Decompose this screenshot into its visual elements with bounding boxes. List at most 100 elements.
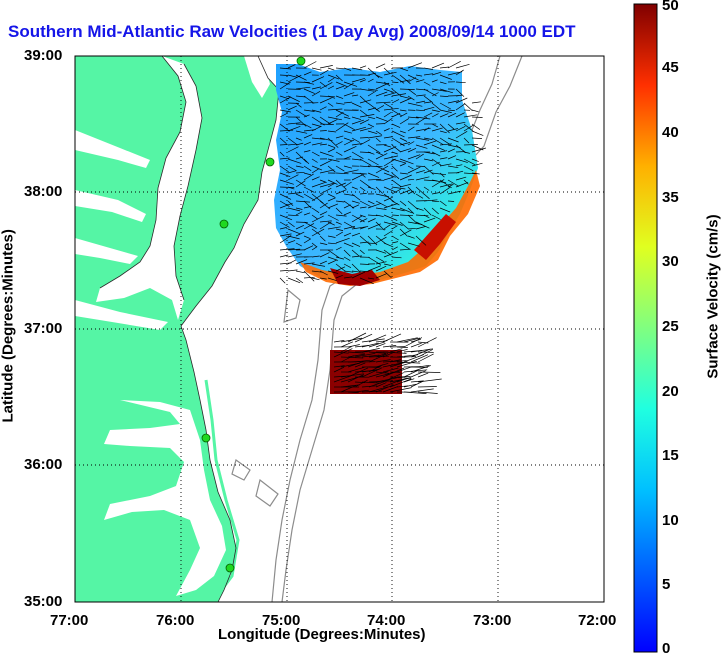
current-vector [327, 226, 341, 230]
current-vector [354, 359, 371, 363]
current-vector [367, 165, 383, 168]
current-vector [463, 124, 474, 132]
current-vector [333, 375, 353, 383]
current-vector [383, 144, 392, 148]
current-vector [447, 148, 456, 153]
current-vector [407, 154, 421, 160]
current-vector [327, 137, 339, 148]
current-vector [391, 93, 407, 97]
current-vector [455, 176, 467, 181]
y-tick: 38:00 [24, 183, 63, 200]
current-vector [351, 186, 358, 190]
current-vector [367, 78, 374, 83]
current-vector [415, 207, 424, 211]
current-vector [415, 193, 424, 199]
current-vector [415, 127, 431, 132]
current-vector [351, 242, 361, 247]
current-vector [343, 204, 351, 209]
current-vector [423, 186, 430, 191]
current-vector [295, 277, 304, 284]
current-vector [319, 65, 333, 69]
current-vector [311, 255, 320, 258]
current-vector [447, 123, 455, 130]
current-vector [389, 361, 408, 368]
current-vector [303, 212, 311, 216]
current-vector [431, 127, 443, 132]
current-vector [351, 116, 362, 120]
current-vector [423, 81, 431, 86]
current-vector [399, 228, 408, 237]
current-vector [447, 128, 459, 132]
current-vector [335, 200, 345, 203]
current-vector [375, 153, 388, 160]
current-vector [375, 377, 397, 383]
current-vector [333, 351, 349, 354]
current-vector [319, 187, 332, 195]
current-vector [311, 123, 322, 127]
current-vector [423, 217, 436, 223]
current-vector [287, 192, 302, 195]
current-vector [447, 112, 457, 118]
current-vector [383, 88, 395, 93]
current-vector [295, 242, 302, 247]
radar-site [225, 563, 235, 573]
current-vector [396, 376, 412, 383]
x-tick: 72:00 [578, 612, 617, 629]
current-vector [340, 384, 360, 388]
current-vector [311, 263, 326, 267]
current-vector [367, 72, 376, 76]
current-vector [417, 353, 434, 363]
current-vector [343, 123, 355, 131]
current-vector [311, 86, 322, 90]
current-vector [359, 249, 365, 255]
current-vector [343, 270, 354, 273]
current-vector [287, 269, 298, 272]
current-vector [375, 200, 388, 208]
current-vector [295, 95, 306, 98]
current-vector [471, 172, 480, 175]
current-vector [368, 378, 391, 388]
current-vector [439, 200, 447, 207]
current-vector [431, 137, 444, 145]
current-vector [311, 246, 318, 251]
current-vector [335, 274, 343, 279]
land-mass [75, 56, 279, 602]
current-vector [319, 159, 332, 167]
current-vector [367, 135, 383, 139]
current-vector [351, 67, 363, 71]
current-vector [391, 151, 398, 155]
current-vector [367, 158, 379, 166]
current-vector [383, 230, 393, 237]
current-vector [396, 360, 417, 368]
current-vector [351, 151, 364, 160]
current-vector [287, 64, 296, 69]
current-vector [415, 153, 424, 160]
current-vector [351, 143, 363, 146]
current-vector [367, 265, 382, 272]
current-vector [359, 200, 371, 207]
current-vector [351, 204, 360, 209]
current-vector [319, 252, 330, 258]
current-vector [375, 130, 382, 135]
current-vector [303, 114, 310, 118]
current-vector [389, 348, 403, 353]
current-vector [295, 180, 306, 188]
current-vector [303, 173, 314, 181]
current-vector [383, 214, 398, 221]
current-vector [423, 95, 434, 103]
current-vector [431, 151, 441, 157]
current-vector [399, 109, 407, 112]
x-tick: 76:00 [156, 612, 195, 629]
current-vector [354, 379, 368, 388]
current-vector [359, 95, 369, 104]
x-axis-label: Longitude (Degrees:Minutes) [218, 626, 426, 643]
current-vector [463, 158, 476, 166]
current-vector [295, 116, 307, 127]
current-vector [407, 235, 415, 239]
current-vector [343, 276, 353, 279]
current-vector [279, 81, 291, 90]
current-vector [319, 82, 333, 90]
current-vector [431, 102, 442, 111]
current-vector [351, 249, 360, 257]
current-vector [439, 172, 445, 178]
